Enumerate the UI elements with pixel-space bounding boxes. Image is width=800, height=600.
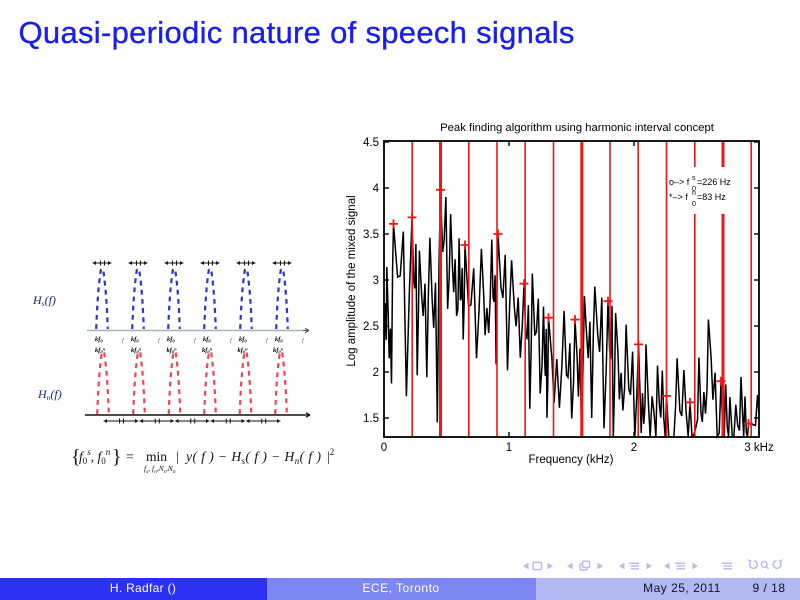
- svg-text:Frequency (kHz): Frequency (kHz): [529, 454, 614, 466]
- svg-text:Quasi-periodic nature of speec: Quasi-periodic nature of speech signals: [19, 15, 575, 50]
- svg-text:f: f: [194, 337, 197, 344]
- svg-text:1: 1: [506, 442, 512, 454]
- svg-text:Hs(f): Hs(f): [32, 293, 56, 308]
- svg-text:2: 2: [373, 367, 379, 379]
- svg-text:kf0n: kf0n: [238, 347, 249, 355]
- svg-text:f: f: [266, 337, 269, 344]
- svg-text:s: s: [692, 175, 696, 182]
- svg-text:Peak finding algorithm using h: Peak finding algorithm using harmonic in…: [440, 122, 715, 134]
- svg-text:|: |: [176, 449, 179, 464]
- svg-text:May 25, 2011: May 25, 2011: [643, 581, 721, 595]
- svg-text:{: {: [71, 446, 81, 468]
- svg-text:4: 4: [373, 183, 380, 195]
- svg-text:f: f: [230, 337, 233, 344]
- svg-text:kf0: kf0: [275, 336, 283, 344]
- svg-text:Log amplitude of the mixed sig: Log amplitude of the mixed signal: [346, 195, 358, 366]
- svg-text:kf0n: kf0n: [202, 347, 213, 355]
- svg-text:=: =: [126, 449, 134, 464]
- svg-text:0: 0: [692, 201, 696, 208]
- svg-text:=226 Hz: =226 Hz: [697, 177, 731, 187]
- svg-text:y( f ) − Hs( f ) − Hn( f ): y( f ) − Hs( f ) − Hn( f ): [184, 449, 321, 466]
- svg-text:3: 3: [373, 275, 379, 287]
- svg-text:kf0: kf0: [131, 336, 139, 344]
- svg-text:3 kHz: 3 kHz: [744, 442, 774, 454]
- svg-text:f: f: [302, 337, 305, 344]
- svg-text:kf0n: kf0n: [273, 347, 284, 355]
- svg-text:9 / 18: 9 / 18: [752, 581, 785, 595]
- svg-text:2.5: 2.5: [363, 321, 379, 333]
- svg-text:kf0n: kf0n: [95, 347, 106, 355]
- svg-text:H. Radfar (): H. Radfar (): [110, 581, 176, 595]
- svg-text:4.5: 4.5: [363, 137, 379, 149]
- svg-text:ECE, Toronto: ECE, Toronto: [362, 581, 439, 595]
- svg-text:kf0: kf0: [95, 336, 103, 344]
- svg-text:=83 Hz: =83 Hz: [697, 192, 726, 202]
- svg-text:1.5: 1.5: [363, 413, 379, 425]
- svg-text:|2: |2: [327, 447, 334, 464]
- svg-text:fs, fn,Ns,Nn: fs, fn,Ns,Nn: [144, 464, 176, 475]
- svg-text:o–> f: o–> f: [669, 177, 690, 187]
- svg-text:kf0: kf0: [167, 336, 175, 344]
- svg-text:n: n: [692, 190, 696, 197]
- svg-text:kf0n: kf0n: [131, 347, 142, 355]
- svg-text:f: f: [122, 337, 125, 344]
- svg-text:Hn(f): Hn(f): [37, 387, 62, 402]
- svg-text:0: 0: [692, 186, 696, 193]
- svg-text:f: f: [158, 337, 161, 344]
- svg-text:2: 2: [631, 442, 637, 454]
- svg-text:3.5: 3.5: [363, 229, 379, 241]
- svg-text:kf0: kf0: [239, 336, 247, 344]
- svg-text:kf0: kf0: [203, 336, 211, 344]
- svg-text:*–> f: *–> f: [669, 192, 688, 202]
- svg-text:0: 0: [381, 442, 387, 454]
- svg-text:min: min: [146, 449, 167, 464]
- svg-text:kf0n: kf0n: [167, 347, 178, 355]
- svg-text:}: }: [112, 446, 122, 468]
